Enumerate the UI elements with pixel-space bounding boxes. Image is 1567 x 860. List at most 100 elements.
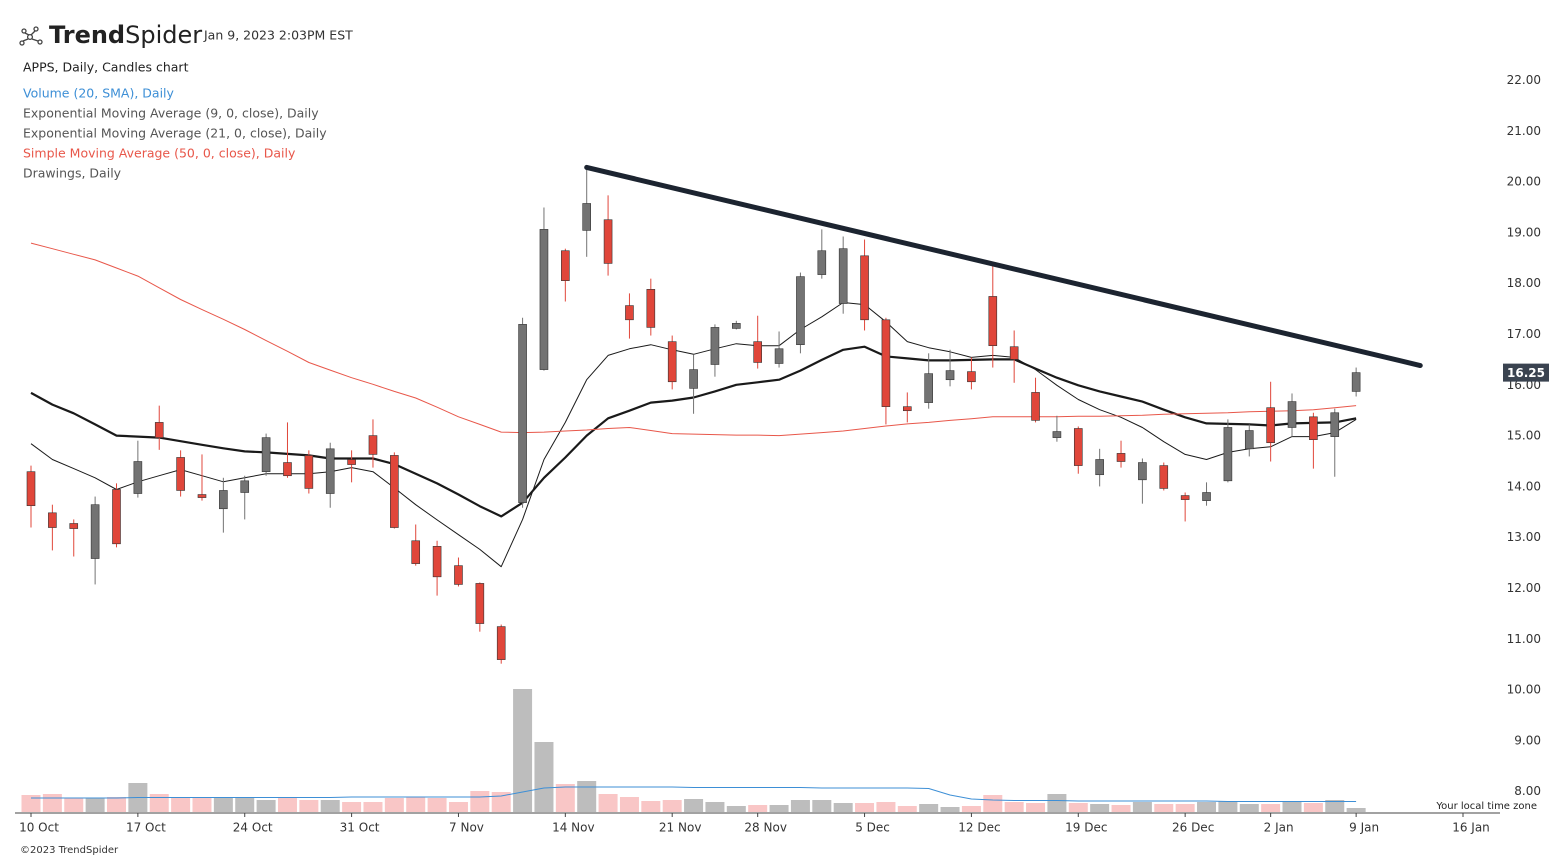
x-tick-label: 12 Dec bbox=[958, 821, 1000, 835]
candle-body bbox=[1309, 416, 1318, 440]
candle-body bbox=[539, 229, 549, 370]
volume-bar bbox=[876, 802, 896, 812]
candle-body bbox=[1116, 453, 1126, 462]
candle-body bbox=[1052, 431, 1062, 438]
volume-bar bbox=[1261, 804, 1281, 812]
volume-bar bbox=[1026, 803, 1046, 812]
candle-body bbox=[197, 494, 207, 498]
candle-body bbox=[1009, 346, 1019, 360]
y-tick-label: 15.00 bbox=[1507, 429, 1541, 443]
volume-bar bbox=[748, 805, 768, 812]
candle-body bbox=[582, 203, 592, 231]
candle-body bbox=[860, 255, 869, 321]
candle-body bbox=[176, 457, 185, 491]
volume-bar bbox=[619, 797, 639, 812]
candle-body bbox=[48, 512, 57, 528]
brand-bold: Trend bbox=[49, 21, 125, 49]
candle-body bbox=[90, 504, 100, 559]
candle-body bbox=[710, 327, 720, 365]
candle-body bbox=[1244, 430, 1254, 450]
candle-body bbox=[796, 276, 805, 345]
candle-body bbox=[219, 490, 228, 510]
volume-bar bbox=[1282, 801, 1302, 812]
y-tick-label: 14.00 bbox=[1507, 479, 1541, 493]
volume-bar bbox=[470, 791, 490, 812]
candle-body bbox=[518, 324, 527, 503]
volume-bar bbox=[1197, 802, 1217, 812]
candle-body bbox=[1031, 392, 1040, 421]
volume-bar bbox=[513, 689, 533, 812]
x-tick-label: 2 Jan bbox=[1264, 821, 1294, 835]
candle-body bbox=[1223, 427, 1233, 482]
brand-light: Spider bbox=[125, 21, 202, 49]
candle-body bbox=[689, 369, 698, 389]
candle-body bbox=[603, 219, 613, 264]
candle-body bbox=[967, 371, 976, 383]
volume-bar bbox=[363, 802, 383, 812]
volume-bar bbox=[726, 806, 746, 812]
y-tick-label: 22.00 bbox=[1507, 73, 1541, 87]
y-tick-label: 12.00 bbox=[1507, 581, 1541, 595]
candle-body bbox=[924, 373, 933, 403]
y-tick-label: 11.00 bbox=[1507, 632, 1541, 646]
volume-bar bbox=[1132, 802, 1152, 812]
y-tick-label: 9.00 bbox=[1514, 733, 1541, 747]
volume-bar bbox=[919, 804, 939, 812]
volume-bar bbox=[277, 798, 297, 812]
x-tick-label: 19 Dec bbox=[1065, 821, 1107, 835]
candle-body bbox=[988, 296, 998, 347]
candle-body bbox=[902, 406, 912, 412]
volume-bar bbox=[598, 794, 618, 812]
y-tick-label: 21.00 bbox=[1507, 124, 1541, 138]
volume-bar bbox=[256, 800, 276, 812]
y-tick-label: 8.00 bbox=[1514, 784, 1541, 798]
candle-body bbox=[646, 289, 656, 328]
volume-bar bbox=[897, 806, 917, 812]
candle-body bbox=[347, 459, 356, 465]
legend-entry: Exponential Moving Average (9, 0, close)… bbox=[23, 106, 319, 121]
volume-bar bbox=[940, 807, 960, 812]
candle-body bbox=[1138, 462, 1147, 481]
candle-body bbox=[26, 471, 36, 507]
volume-bar bbox=[64, 798, 84, 812]
x-tick-label: 5 Dec bbox=[855, 821, 890, 835]
x-tick-label: 24 Oct bbox=[233, 821, 273, 835]
volume-bar bbox=[855, 803, 875, 812]
candle-body bbox=[945, 370, 955, 381]
candle-body bbox=[283, 462, 292, 477]
candle-body bbox=[432, 546, 442, 578]
x-tick-label: 9 Jan bbox=[1349, 821, 1379, 835]
candle-body bbox=[1202, 492, 1211, 501]
x-tick-label: 7 Nov bbox=[449, 821, 484, 835]
x-tick-label: 17 Oct bbox=[126, 821, 166, 835]
x-tick-label: 10 Oct bbox=[19, 821, 59, 835]
volume-bar bbox=[641, 801, 661, 812]
volume-bar bbox=[983, 795, 1003, 812]
chart-title: APPS, Daily, Candles chart bbox=[23, 60, 189, 75]
candle-body bbox=[496, 626, 506, 660]
candle-body bbox=[753, 341, 762, 363]
candle-body bbox=[475, 583, 485, 624]
volume-bar bbox=[1346, 808, 1366, 812]
candle-body bbox=[774, 348, 784, 364]
x-tick-label: 26 Dec bbox=[1172, 821, 1214, 835]
volume-bar bbox=[555, 784, 575, 812]
candle-body bbox=[133, 461, 143, 494]
candle-body bbox=[154, 422, 164, 438]
volume-bar bbox=[812, 800, 832, 812]
candle-body bbox=[1180, 495, 1190, 500]
candle-body bbox=[1095, 459, 1104, 476]
logo-icon bbox=[19, 26, 43, 46]
volume-bar bbox=[320, 800, 340, 812]
volume-bar bbox=[235, 797, 255, 812]
x-tick-label: 14 Nov bbox=[552, 821, 595, 835]
candle-body bbox=[732, 323, 741, 329]
volume-bar bbox=[705, 802, 725, 812]
timezone-note: Your local time zone bbox=[1435, 801, 1537, 812]
candle-body bbox=[69, 523, 79, 529]
y-tick-label: 20.00 bbox=[1507, 175, 1541, 189]
volume-bar bbox=[85, 798, 105, 812]
candle-body bbox=[561, 250, 570, 281]
volume-bar bbox=[192, 798, 212, 812]
